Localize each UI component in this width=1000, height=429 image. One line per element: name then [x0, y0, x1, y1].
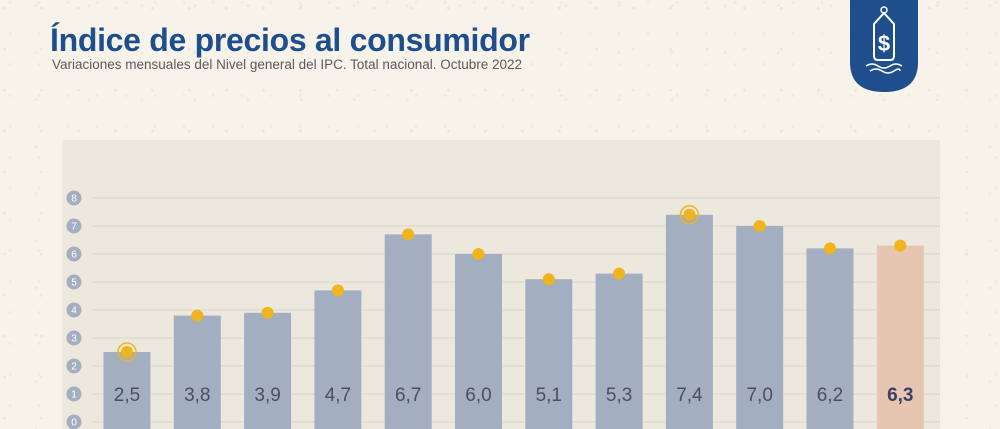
bar-value-label: 6,3	[887, 385, 913, 406]
y-tick-label: 7	[71, 222, 77, 233]
chart-panel: 0 1 2 3 4 5 6 7 8 2,5 3,8 3,9 4,7 6,7 6,0 5,1 5,3 7,4 7,0 6…	[62, 140, 940, 429]
bar	[314, 290, 362, 429]
bar	[384, 234, 432, 429]
bar	[525, 279, 573, 429]
bar-value-label: 2,5	[114, 385, 140, 406]
y-tick-badge	[66, 218, 82, 234]
y-tick-badge	[66, 358, 82, 374]
y-tick-label: 5	[71, 278, 77, 289]
data-point	[261, 306, 274, 319]
data-point	[824, 242, 836, 255]
bar-value-label: 6,2	[817, 385, 843, 406]
bar-value-label: 3,9	[254, 385, 280, 406]
y-tick-label: 2	[71, 362, 77, 373]
page-title: Índice de precios al consumidor	[50, 22, 530, 58]
y-tick: 5	[66, 274, 82, 290]
bar-value-label: 3,8	[184, 385, 210, 406]
data-point-ring	[117, 342, 137, 362]
data-point	[542, 273, 555, 286]
data-point	[894, 239, 907, 252]
price-tag-dollar-icon: $	[850, 0, 918, 92]
y-tick-label: 0	[71, 418, 77, 429]
bar	[173, 315, 221, 429]
logo-dollar-glyph: $	[878, 31, 890, 56]
bar	[665, 214, 713, 429]
y-tick: 8	[66, 190, 82, 206]
y-tick-label: 1	[71, 390, 77, 401]
bar-value-label: 4,7	[325, 385, 351, 406]
y-tick-badge	[66, 330, 82, 346]
data-point	[753, 220, 766, 232]
bar	[455, 254, 502, 429]
y-tick-label: 3	[71, 334, 77, 345]
y-tick: 2	[66, 358, 82, 374]
y-tick-label: 6	[71, 250, 77, 261]
bar	[736, 226, 784, 429]
data-point	[683, 208, 696, 221]
data-point	[402, 228, 415, 241]
data-point-ring	[679, 205, 700, 225]
y-tick-badge	[66, 414, 82, 429]
bar-value-label: 7,4	[676, 385, 703, 406]
y-tick: 6	[66, 246, 82, 262]
y-tick-badge	[66, 274, 82, 290]
y-tick: 7	[66, 218, 82, 234]
y-tick: 3	[66, 330, 82, 346]
y-tick-label: 8	[71, 194, 77, 205]
y-tick-badge	[66, 246, 82, 262]
y-tick: 1	[66, 386, 82, 402]
bar-value-label: 7,0	[746, 385, 772, 406]
y-tick: 4	[66, 302, 82, 318]
bar	[103, 352, 151, 429]
bar	[876, 245, 924, 429]
y-tick-badge	[66, 190, 82, 206]
bar-value-label: 5,1	[536, 385, 562, 406]
data-point	[472, 248, 485, 260]
bar	[806, 248, 854, 429]
y-tick-label: 4	[71, 306, 77, 317]
bar	[244, 312, 292, 429]
bar-value-label: 6,7	[395, 385, 421, 406]
y-tick: 0	[66, 414, 82, 429]
page-subtitle: Variaciones mensuales del Nivel general …	[52, 57, 523, 72]
ipc-bar-chart: 0 1 2 3 4 5 6 7 8 2,5 3,8 3,9 4,7 6,7 6,0 5,1 5,3 7,4 7,0 6…	[66, 190, 940, 429]
y-tick-badge	[66, 302, 82, 318]
data-point	[331, 284, 344, 297]
y-tick-badge	[66, 386, 82, 402]
bar	[595, 273, 643, 429]
bar-value-label: 5,3	[606, 385, 632, 406]
bar-value-label: 6,0	[465, 385, 491, 406]
data-point	[613, 267, 626, 280]
data-point	[121, 346, 133, 358]
data-point	[191, 309, 204, 322]
